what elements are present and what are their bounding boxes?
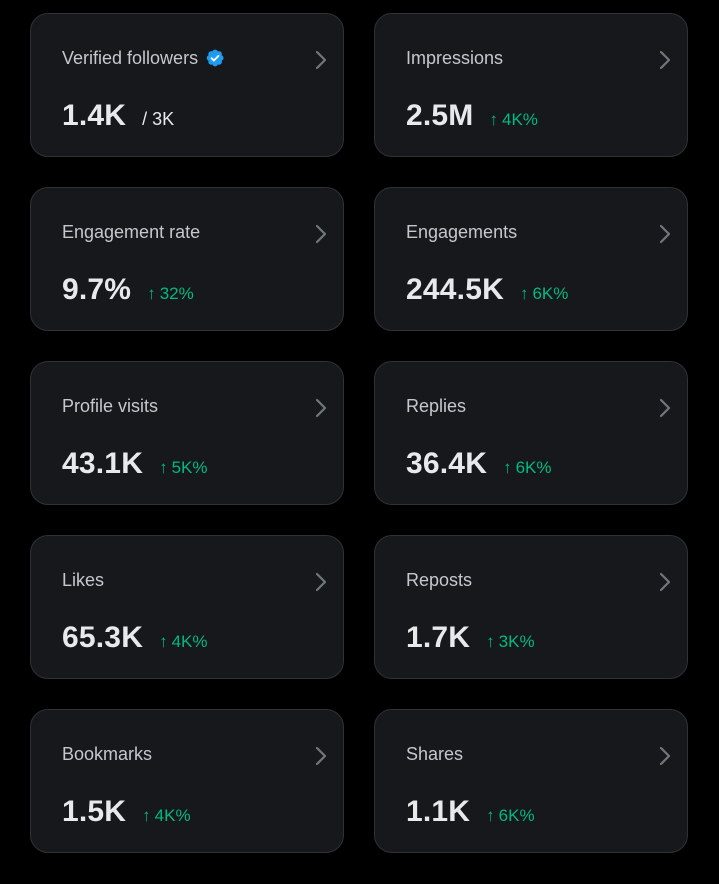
arrow-up-icon: ↑ xyxy=(147,284,156,303)
metric-change: ↑ 6K% xyxy=(520,284,568,304)
chevron-right-icon xyxy=(659,224,671,244)
change-percent: 4K% xyxy=(154,806,191,825)
metric-value: 1.1K xyxy=(406,795,471,828)
card-value-row: 244.5K ↑ 6K% xyxy=(406,272,568,308)
card-impressions[interactable]: Impressions 2.5M ↑ 4K% xyxy=(374,13,688,157)
card-shares[interactable]: Shares 1.1K ↑ 6K% xyxy=(374,709,688,853)
card-engagements[interactable]: Engagements 244.5K ↑ 6K% xyxy=(374,187,688,331)
card-replies[interactable]: Replies 36.4K ↑ 6K% xyxy=(374,361,688,505)
card-header: Reposts xyxy=(406,569,472,591)
arrow-up-icon: ↑ xyxy=(486,632,495,651)
metric-value: 1.4K xyxy=(62,99,127,132)
change-percent: 4K% xyxy=(171,632,208,651)
arrow-up-icon: ↑ xyxy=(503,458,512,477)
metric-value: 9.7% xyxy=(62,273,132,306)
metric-value: 36.4K xyxy=(406,447,488,480)
metric-value: 43.1K xyxy=(62,447,144,480)
metric-change: ↑ 4K% xyxy=(159,632,207,652)
change-percent: 5K% xyxy=(171,458,208,477)
metric-change: ↑ 4K% xyxy=(142,806,190,826)
card-label: Replies xyxy=(406,396,467,416)
card-verified-followers[interactable]: Verified followers 1.4K / 3K xyxy=(30,13,344,157)
change-percent: 6K% xyxy=(498,806,535,825)
card-bookmarks[interactable]: Bookmarks 1.5K ↑ 4K% xyxy=(30,709,344,853)
metric-total: / 3K xyxy=(142,109,175,129)
chevron-right-icon xyxy=(659,50,671,70)
arrow-up-icon: ↑ xyxy=(519,284,529,303)
card-header: Shares xyxy=(406,743,463,765)
card-header: Engagement rate xyxy=(62,221,200,243)
arrow-up-icon: ↑ xyxy=(159,632,168,651)
change-percent: 4K% xyxy=(502,110,538,129)
card-likes[interactable]: Likes 65.3K ↑ 4K% xyxy=(30,535,344,679)
card-label: Engagements xyxy=(406,222,518,242)
arrow-up-icon: ↑ xyxy=(489,110,499,129)
card-engagement-rate[interactable]: Engagement rate 9.7% ↑ 32% xyxy=(30,187,344,331)
card-header: Replies xyxy=(406,395,466,417)
card-value-row: 43.1K ↑ 5K% xyxy=(62,446,207,482)
card-label: Impressions xyxy=(406,48,504,68)
card-label: Bookmarks xyxy=(62,744,153,764)
card-reposts[interactable]: Reposts 1.7K ↑ 3K% xyxy=(374,535,688,679)
chevron-right-icon xyxy=(315,50,327,70)
card-value-row: 2.5M ↑ 4K% xyxy=(406,98,538,134)
chevron-right-icon xyxy=(315,746,327,766)
arrow-up-icon: ↑ xyxy=(159,458,168,477)
arrow-up-icon: ↑ xyxy=(486,806,495,825)
card-label: Engagement rate xyxy=(62,222,201,242)
card-header: Verified followers xyxy=(62,47,225,69)
card-value-row: 1.5K ↑ 4K% xyxy=(62,794,191,830)
chevron-right-icon xyxy=(315,224,327,244)
card-header: Engagements xyxy=(406,221,517,243)
metric-value: 65.3K xyxy=(62,621,144,654)
metric-change: ↑ 6K% xyxy=(503,458,551,478)
chevron-right-icon xyxy=(315,572,327,592)
metric-change: ↑ 3K% xyxy=(486,632,534,652)
card-label: Reposts xyxy=(406,570,473,590)
arrow-up-icon: ↑ xyxy=(142,806,151,825)
chevron-right-icon xyxy=(659,746,671,766)
chevron-right-icon xyxy=(659,572,671,592)
card-header: Profile visits xyxy=(62,395,158,417)
card-value-row: 1.7K ↑ 3K% xyxy=(406,620,535,656)
change-percent: 6K% xyxy=(515,458,552,477)
card-label: Shares xyxy=(406,744,464,764)
metric-value: 2.5M xyxy=(406,99,474,132)
change-percent: 3K% xyxy=(498,632,535,651)
verified-badge-icon xyxy=(206,49,224,67)
metric-change: ↑ 4K% xyxy=(490,110,538,130)
card-value-row: 1.1K ↑ 6K% xyxy=(406,794,535,830)
card-value-row: 1.4K / 3K xyxy=(62,98,174,134)
card-header: Impressions xyxy=(406,47,503,69)
chevron-right-icon xyxy=(659,398,671,418)
card-value-row: 65.3K ↑ 4K% xyxy=(62,620,207,656)
card-header: Likes xyxy=(62,569,104,591)
metric-change: ↑ 32% xyxy=(147,284,194,304)
card-profile-visits[interactable]: Profile visits 43.1K ↑ 5K% xyxy=(30,361,344,505)
change-percent: 32% xyxy=(159,284,194,303)
metric-change: ↑ 5K% xyxy=(159,458,207,478)
chevron-right-icon xyxy=(315,398,327,418)
card-label: Likes xyxy=(62,570,105,590)
metric-value: 1.7K xyxy=(406,621,471,654)
change-percent: 6K% xyxy=(532,284,569,303)
card-value-row: 9.7% ↑ 32% xyxy=(62,272,194,308)
metric-value: 244.5K xyxy=(406,273,504,306)
card-header: Bookmarks xyxy=(62,743,152,765)
card-label: Verified followers xyxy=(62,48,199,68)
metric-change: ↑ 6K% xyxy=(486,806,534,826)
card-value-row: 36.4K ↑ 6K% xyxy=(406,446,551,482)
metrics-grid: Verified followers 1.4K / 3K Impressions… xyxy=(30,13,688,853)
metric-value: 1.5K xyxy=(62,795,127,828)
card-label: Profile visits xyxy=(62,396,159,416)
